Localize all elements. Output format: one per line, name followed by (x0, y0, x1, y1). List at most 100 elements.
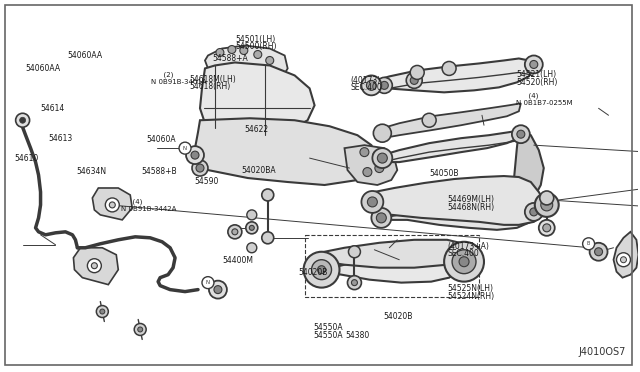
Circle shape (262, 232, 274, 244)
Text: 54588+B: 54588+B (141, 167, 177, 176)
Circle shape (410, 76, 418, 84)
Text: N: N (183, 146, 187, 151)
Text: 54468N(RH): 54468N(RH) (447, 203, 494, 212)
Text: 54469M(LH): 54469M(LH) (447, 195, 494, 204)
Circle shape (216, 48, 224, 57)
Circle shape (539, 220, 555, 236)
Circle shape (530, 208, 538, 216)
Polygon shape (74, 248, 118, 285)
Circle shape (138, 327, 143, 332)
Circle shape (348, 276, 362, 290)
Circle shape (363, 167, 372, 177)
Polygon shape (319, 240, 469, 268)
Circle shape (535, 193, 559, 217)
Circle shape (15, 113, 29, 127)
Circle shape (228, 45, 236, 54)
Circle shape (366, 80, 376, 90)
Text: 54614: 54614 (40, 104, 65, 113)
Circle shape (351, 280, 357, 286)
Text: 54020BA: 54020BA (242, 166, 276, 174)
Bar (305, 235, 479, 296)
Circle shape (247, 210, 257, 220)
Circle shape (266, 57, 274, 64)
Circle shape (232, 229, 238, 235)
Polygon shape (380, 205, 534, 230)
Polygon shape (344, 145, 397, 185)
Text: 54020B: 54020B (298, 267, 328, 276)
Text: 54020B: 54020B (383, 312, 413, 321)
Circle shape (247, 243, 257, 253)
Text: (40173+A): (40173+A) (447, 241, 489, 251)
Text: (40173): (40173) (350, 76, 380, 84)
Circle shape (228, 225, 242, 239)
Circle shape (595, 248, 602, 256)
Circle shape (109, 202, 115, 208)
Circle shape (367, 197, 378, 207)
Circle shape (452, 250, 476, 274)
Text: 54524N(RH): 54524N(RH) (447, 292, 494, 301)
Circle shape (240, 46, 248, 54)
Circle shape (209, 280, 227, 299)
Circle shape (254, 51, 262, 58)
Circle shape (376, 77, 392, 93)
Text: N 0B1B7-0255M: N 0B1B7-0255M (516, 100, 573, 106)
Text: 54550A: 54550A (313, 323, 343, 332)
Text: 54588+A: 54588+A (212, 54, 248, 63)
Circle shape (543, 224, 551, 232)
Circle shape (616, 253, 630, 267)
Circle shape (362, 191, 383, 213)
Text: B: B (587, 241, 590, 246)
Circle shape (262, 189, 274, 201)
Text: 54634N: 54634N (76, 167, 106, 176)
Circle shape (372, 148, 392, 168)
Circle shape (250, 225, 254, 230)
Circle shape (214, 286, 222, 294)
Circle shape (410, 65, 424, 79)
Circle shape (100, 309, 105, 314)
Text: 54618M(LH): 54618M(LH) (189, 75, 236, 84)
Circle shape (459, 257, 469, 267)
Text: 54520(RH): 54520(RH) (516, 78, 557, 87)
Text: (2): (2) (159, 71, 173, 78)
Circle shape (589, 243, 607, 261)
Circle shape (512, 125, 530, 143)
Circle shape (422, 113, 436, 127)
Text: 54060AA: 54060AA (68, 51, 103, 60)
Circle shape (134, 324, 146, 336)
Circle shape (88, 259, 101, 273)
Polygon shape (195, 118, 378, 185)
Circle shape (375, 164, 384, 173)
Text: SEC.400: SEC.400 (447, 249, 479, 258)
Text: 54501(LH): 54501(LH) (236, 35, 276, 44)
Polygon shape (369, 58, 534, 92)
Circle shape (530, 61, 538, 68)
Circle shape (406, 73, 422, 89)
Text: 54050B: 54050B (429, 169, 459, 178)
Circle shape (621, 257, 627, 263)
Text: 54590: 54590 (194, 177, 218, 186)
Circle shape (525, 55, 543, 73)
Circle shape (582, 238, 595, 250)
Text: 54380: 54380 (345, 331, 369, 340)
Text: 54521(LH): 54521(LH) (516, 70, 556, 79)
Text: 54550A: 54550A (313, 331, 343, 340)
Circle shape (186, 146, 204, 164)
Polygon shape (381, 130, 521, 162)
Circle shape (517, 130, 525, 138)
Polygon shape (514, 130, 544, 205)
Text: 54618(RH): 54618(RH) (189, 82, 230, 91)
Circle shape (20, 117, 26, 123)
Text: N 0B91B-3442A: N 0B91B-3442A (120, 206, 176, 212)
Circle shape (348, 246, 360, 258)
Text: 54400M: 54400M (223, 256, 253, 265)
Circle shape (541, 199, 553, 211)
Circle shape (303, 252, 339, 288)
Circle shape (380, 81, 388, 89)
Polygon shape (92, 188, 132, 220)
Text: N 0B91B-3401A: N 0B91B-3401A (150, 78, 206, 84)
Text: (4): (4) (524, 93, 538, 99)
Circle shape (376, 213, 387, 223)
Circle shape (371, 208, 391, 228)
Circle shape (106, 198, 119, 212)
Text: J4010OS7: J4010OS7 (579, 347, 626, 357)
